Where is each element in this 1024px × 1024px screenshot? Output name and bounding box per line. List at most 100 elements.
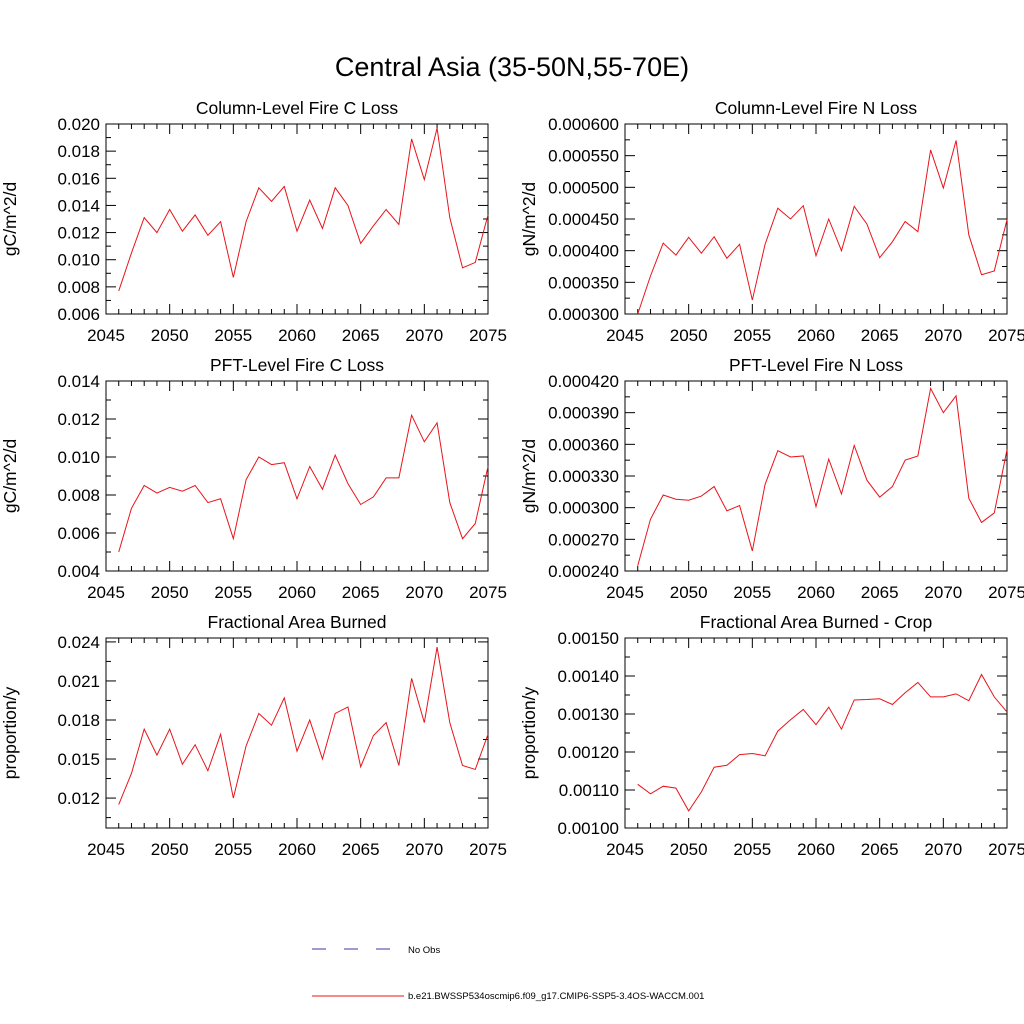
chart-panel-5: Fractional Area Burned 2045 2050 2055 2060 20… (0, 612, 507, 859)
x-tick-label: 2065 (861, 840, 899, 859)
x-tick-label: 2070 (405, 583, 443, 602)
y-axis-label: proportion/y (0, 687, 20, 780)
y-tick-label: 0.000500 (548, 178, 619, 197)
y-tick-label: 0.020 (57, 115, 100, 134)
plot-frame (624, 123, 1008, 315)
y-tick-label: 0.000400 (548, 242, 619, 261)
x-tick-label: 2055 (733, 840, 771, 859)
x-tick-label: 2065 (342, 326, 380, 345)
y-tick-label: 0.012 (57, 224, 100, 243)
x-tick-label: 2060 (278, 326, 316, 345)
x-tick-label: 2055 (214, 840, 252, 859)
series-line (118, 127, 489, 292)
chart-title: PFT-Level Fire C Loss (210, 355, 384, 375)
y-tick-label: 0.024 (57, 633, 100, 652)
x-tick-label: 2060 (797, 326, 835, 345)
y-tick-label: 0.000420 (548, 372, 619, 391)
chart-title: PFT-Level Fire N Loss (729, 355, 903, 375)
y-tick-label: 0.000360 (548, 435, 619, 454)
y-tick-label: 0.008 (57, 278, 100, 297)
y-tick-label: 0.000550 (548, 147, 619, 166)
y-tick-label: 0.014 (57, 372, 100, 391)
y-tick-label: 0.00100 (558, 819, 619, 838)
y-tick-label: 0.012 (57, 410, 100, 429)
y-tick-label: 0.000450 (548, 210, 619, 229)
chart-title: Fractional Area Burned (208, 612, 387, 632)
x-tick-label: 2045 (606, 840, 644, 859)
y-tick-label: 0.016 (57, 169, 100, 188)
series-line (118, 647, 489, 805)
x-tick-label: 2055 (733, 326, 771, 345)
plot-frame (624, 380, 1008, 572)
x-tick-label: 2075 (988, 840, 1024, 859)
x-tick-label: 2050 (151, 326, 189, 345)
chart-title: Fractional Area Burned - Crop (700, 612, 932, 632)
y-tick-label: 0.000300 (548, 499, 619, 518)
x-tick-label: 2045 (87, 840, 125, 859)
x-tick-label: 2070 (405, 326, 443, 345)
x-tick-label: 2055 (214, 583, 252, 602)
y-tick-label: 0.000270 (548, 530, 619, 549)
y-tick-label: 0.006 (57, 524, 100, 543)
x-tick-label: 2050 (151, 583, 189, 602)
y-tick-label: 0.010 (57, 448, 100, 467)
y-tick-label: 0.008 (57, 486, 100, 505)
y-tick-label: 0.018 (57, 711, 100, 730)
page-title: Central Asia (35-50N,55-70E) (335, 52, 689, 82)
x-tick-label: 2055 (214, 326, 252, 345)
y-tick-label: 0.000600 (548, 115, 619, 134)
x-tick-label: 2065 (342, 840, 380, 859)
y-axis-label: gC/m^2/d (0, 182, 20, 256)
y-axis-label: gN/m^2/d (519, 439, 539, 513)
y-tick-label: 0.010 (57, 251, 100, 270)
y-tick-label: 0.00150 (558, 629, 619, 648)
x-tick-label: 2070 (924, 840, 962, 859)
x-tick-label: 2070 (405, 840, 443, 859)
x-tick-label: 2060 (797, 840, 835, 859)
chart-panel-6: Fractional Area Burned - Crop 2045 2050 205… (519, 612, 1024, 859)
y-tick-label: 0.006 (57, 305, 100, 324)
y-tick-label: 0.015 (57, 750, 100, 769)
plot-frame (105, 637, 489, 829)
y-tick-label: 0.021 (57, 672, 100, 691)
y-axis-label: proportion/y (519, 687, 539, 780)
y-tick-label: 0.000330 (548, 467, 619, 486)
y-tick-label: 0.000240 (548, 562, 619, 581)
x-tick-label: 2045 (606, 326, 644, 345)
series-line (637, 140, 1008, 315)
x-tick-label: 2055 (733, 583, 771, 602)
x-tick-label: 2070 (924, 326, 962, 345)
chart-panels: Column-Level Fire C Loss 2045 2050 2055 2060… (0, 98, 1024, 859)
series-line (637, 673, 1008, 812)
y-tick-label: 0.00120 (558, 743, 619, 762)
y-tick-label: 0.012 (57, 789, 100, 808)
y-tick-label: 0.018 (57, 142, 100, 161)
x-tick-label: 2075 (469, 840, 507, 859)
chart-panel-4: PFT-Level Fire N Loss 2045 2050 2055 2060 206… (519, 355, 1024, 602)
chart-panel-2: Column-Level Fire N Loss 2045 2050 2055 2060… (519, 98, 1024, 345)
x-tick-label: 2060 (278, 583, 316, 602)
x-tick-label: 2070 (924, 583, 962, 602)
chart-panel-3: PFT-Level Fire C Loss 2045 2050 2055 2060 206… (0, 355, 507, 602)
x-tick-label: 2050 (670, 583, 708, 602)
series-line (637, 386, 1008, 566)
chart-title: Column-Level Fire C Loss (196, 98, 399, 118)
y-tick-label: 0.00140 (558, 667, 619, 686)
x-tick-label: 2075 (988, 583, 1024, 602)
y-tick-label: 0.004 (57, 562, 100, 581)
plot-frame (105, 380, 489, 572)
chart-title: Column-Level Fire N Loss (715, 98, 918, 118)
x-tick-label: 2075 (469, 326, 507, 345)
x-tick-label: 2050 (670, 326, 708, 345)
y-axis-label: gC/m^2/d (0, 439, 20, 513)
x-tick-label: 2060 (278, 840, 316, 859)
x-tick-label: 2045 (87, 326, 125, 345)
x-tick-label: 2050 (670, 840, 708, 859)
x-tick-label: 2045 (606, 583, 644, 602)
y-tick-label: 0.00130 (558, 705, 619, 724)
x-tick-label: 2045 (87, 583, 125, 602)
legend-obs-label: No Obs (408, 945, 440, 956)
y-tick-label: 0.000350 (548, 273, 619, 292)
y-axis-label: gN/m^2/d (519, 182, 539, 256)
